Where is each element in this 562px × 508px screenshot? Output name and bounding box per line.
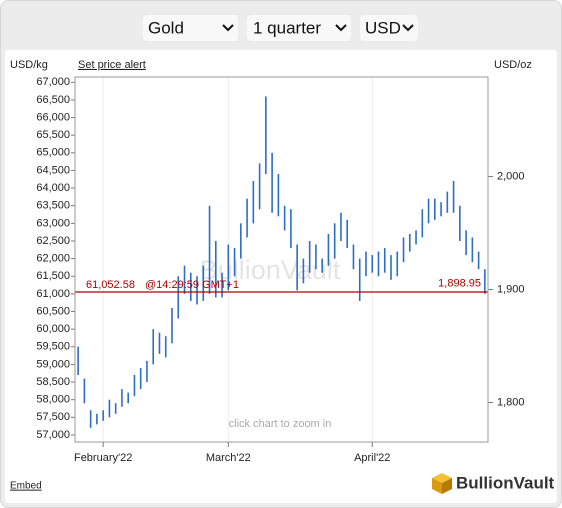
metal-select[interactable]: Gold xyxy=(143,15,238,41)
logo-cube-right xyxy=(442,478,452,494)
y-tick-label: 60,500 xyxy=(36,305,70,317)
select-text: Gold xyxy=(148,18,184,37)
select-box xyxy=(143,15,238,41)
y-tick-label: 57,000 xyxy=(36,429,70,441)
period-select[interactable]: 1 quarter xyxy=(247,15,351,41)
plot-border xyxy=(74,76,489,443)
select-text: USD xyxy=(365,18,401,37)
y-tick-label: 61,500 xyxy=(36,270,70,282)
y-tick-label: 58,500 xyxy=(36,376,70,388)
select-box xyxy=(360,15,418,41)
brand-logo[interactable]: BullionVault xyxy=(432,473,555,494)
current-price-label: 61,052.58 xyxy=(86,279,135,291)
y-tick-label: 64,000 xyxy=(36,182,70,194)
y-tick-label: 57,500 xyxy=(36,411,70,423)
y2-tick-label: 2,000 xyxy=(497,170,525,182)
y-tick-label: 63,000 xyxy=(36,217,70,229)
y-tick-label: 63,500 xyxy=(36,200,70,212)
x-tick-label: February'22 xyxy=(74,452,132,464)
y2-tick-label: 1,800 xyxy=(497,396,525,408)
y-tick-label: 58,000 xyxy=(36,394,70,406)
chevron xyxy=(335,24,347,32)
right-unit: USD/oz xyxy=(494,59,532,71)
embed-link[interactable]: Embed xyxy=(10,481,42,492)
y-tick-label: 65,000 xyxy=(36,147,70,159)
currency-select[interactable]: USD xyxy=(360,15,418,41)
y-tick-label: 66,000 xyxy=(36,111,70,123)
current-price-oz-label: 1,898.95 xyxy=(438,278,481,290)
y2-tick-label: 1,900 xyxy=(497,283,525,295)
left-unit: USD/kg xyxy=(10,59,48,71)
x-tick-label: April'22 xyxy=(354,452,390,464)
y-tick-label: 67,000 xyxy=(36,76,70,88)
brand-name: BullionVault xyxy=(456,473,555,492)
select-text: 1 quarter xyxy=(253,18,321,37)
y-tick-label: 59,000 xyxy=(36,358,70,370)
y-tick-label: 62,000 xyxy=(36,253,70,265)
chevron xyxy=(222,24,234,32)
y-tick-label: 60,000 xyxy=(36,323,70,335)
y-tick-label: 59,500 xyxy=(36,341,70,353)
price-alert-link[interactable]: Set price alert xyxy=(78,59,146,71)
y-tick-label: 61,000 xyxy=(36,288,70,300)
zoom-hint: click chart to zoom in xyxy=(229,418,332,430)
y-tick-label: 66,500 xyxy=(36,94,70,106)
x-tick-label: March'22 xyxy=(206,452,251,464)
y-tick-label: 64,500 xyxy=(36,164,70,176)
chart-panel xyxy=(5,50,557,503)
chevron xyxy=(402,24,414,32)
select-box xyxy=(247,15,351,41)
watermark: BullionVault xyxy=(200,255,341,285)
logo-cube-left xyxy=(432,478,442,494)
plot: 57,000 57,500 58,000 58,500 59,000 59,500 60,0… xyxy=(36,76,524,464)
y-tick-label: 62,500 xyxy=(36,235,70,247)
current-time-label: @14:29:59 GMT+1 xyxy=(145,279,239,291)
y-tick-label: 65,500 xyxy=(36,129,70,141)
